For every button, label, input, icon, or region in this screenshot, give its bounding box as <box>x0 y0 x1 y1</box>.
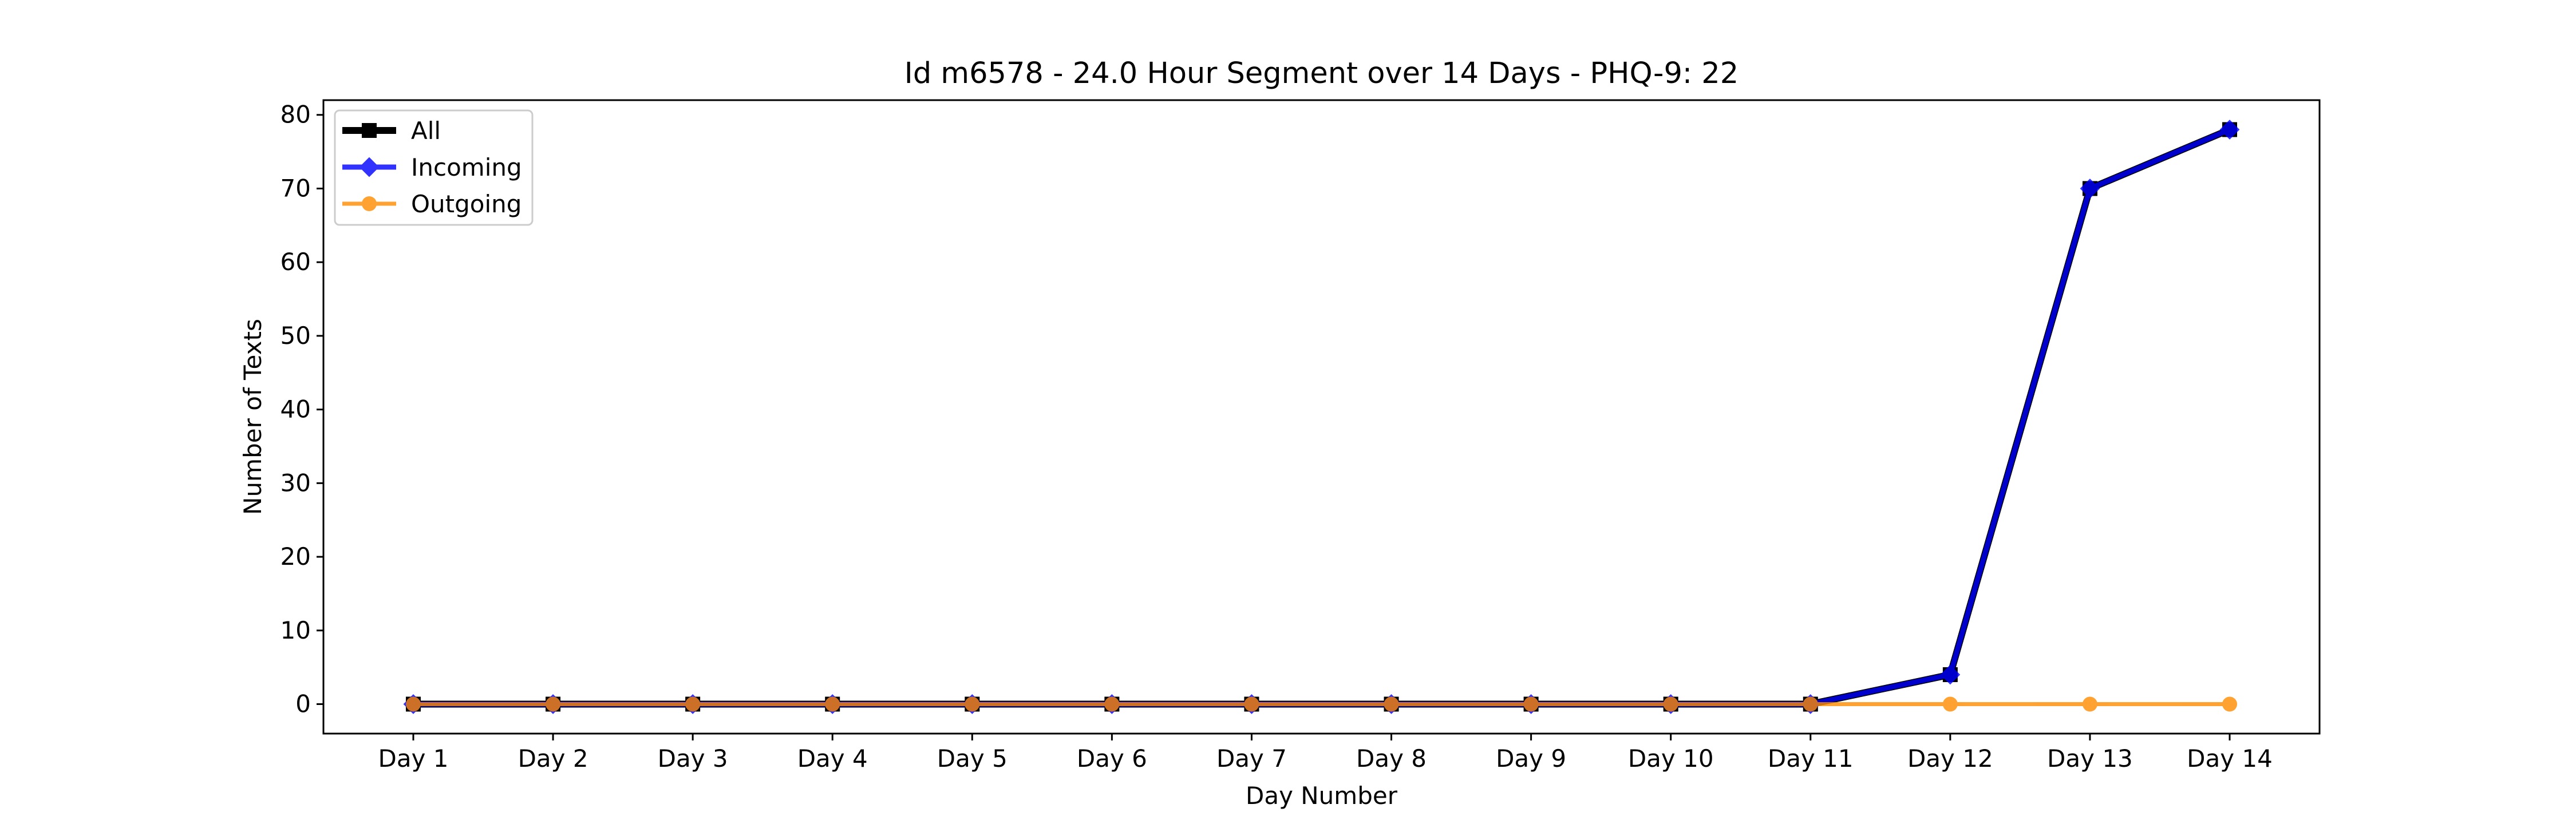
series-line-all <box>410 126 2233 708</box>
data-point-outgoing <box>1244 696 1259 712</box>
data-point-incoming <box>1940 664 1961 685</box>
data-point-outgoing <box>825 696 840 712</box>
legend-entry-outgoing <box>342 196 396 211</box>
data-point-outgoing <box>406 696 421 712</box>
x-tick-label: Day 1 <box>378 744 448 772</box>
data-point-outgoing <box>1803 696 1818 712</box>
x-tick-label: Day 4 <box>797 744 868 772</box>
legend-marker-outgoing <box>362 196 377 211</box>
data-point-outgoing <box>2222 696 2237 712</box>
y-tick-label: 0 <box>295 690 311 718</box>
legend-marker-all <box>362 123 377 138</box>
data-point-outgoing <box>965 696 980 712</box>
data-point-outgoing <box>546 696 561 712</box>
x-tick-label: Day 7 <box>1216 744 1287 772</box>
legend-label-all: All <box>411 117 441 145</box>
data-point-outgoing <box>1104 696 1120 712</box>
data-point-outgoing <box>1384 696 1399 712</box>
x-tick-label: Day 13 <box>2047 744 2133 772</box>
legend-entry-all <box>342 123 396 138</box>
legend-label-outgoing: Outgoing <box>411 190 521 218</box>
data-point-outgoing <box>685 696 701 712</box>
x-tick-label: Day 11 <box>1768 744 1854 772</box>
series-group <box>403 120 2240 714</box>
data-point-outgoing <box>2082 696 2097 712</box>
plot-area: 0 10 20 30 40 50 60 70 80 Day 1 Day 2 Day 3 Day 4 Day… <box>280 99 2321 772</box>
x-tick-label: Day 10 <box>1628 744 1714 772</box>
x-tick-label: Day 3 <box>658 744 728 772</box>
x-tick-label: Day 14 <box>2187 744 2273 772</box>
data-point-outgoing <box>1942 696 1958 712</box>
data-point-incoming <box>2080 179 2100 199</box>
y-tick-label: 30 <box>280 469 311 497</box>
legend-label-incoming: Incoming <box>411 153 522 181</box>
x-tick-label: Day 2 <box>518 744 588 772</box>
legend-marker-incoming <box>359 157 380 177</box>
legend: All Incoming Outgoing <box>334 109 534 226</box>
data-point-outgoing <box>1523 696 1539 712</box>
x-tick-label: Day 12 <box>1907 744 1993 772</box>
chart-title: Id m6578 - 24.0 Hour Segment over 14 Day… <box>904 57 1739 90</box>
legend-box <box>334 109 534 226</box>
y-tick-label: 40 <box>280 395 311 423</box>
x-tick-label: Day 9 <box>1496 744 1566 772</box>
y-tick-label: 10 <box>280 616 311 644</box>
x-tick-label: Day 6 <box>1077 744 1147 772</box>
legend-entry-incoming <box>342 157 396 177</box>
x-tick-label: Day 5 <box>937 744 1008 772</box>
data-point-outgoing <box>1663 696 1678 712</box>
y-tick-label: 80 <box>280 101 311 129</box>
y-tick-label: 50 <box>280 322 311 350</box>
x-tick-label: Day 8 <box>1356 744 1427 772</box>
x-axis-label: Day Number <box>1246 782 1398 810</box>
series-incoming <box>403 120 2240 714</box>
y-axis-label: Number of Texts <box>239 319 267 515</box>
y-tick-label: 70 <box>280 174 311 202</box>
axes-frame <box>322 99 2321 735</box>
y-tick-label: 60 <box>280 248 311 276</box>
series-outgoing <box>406 696 2237 712</box>
data-point-incoming <box>2219 120 2240 140</box>
y-tick-label: 20 <box>280 542 311 571</box>
series-line-incoming <box>410 126 2233 707</box>
